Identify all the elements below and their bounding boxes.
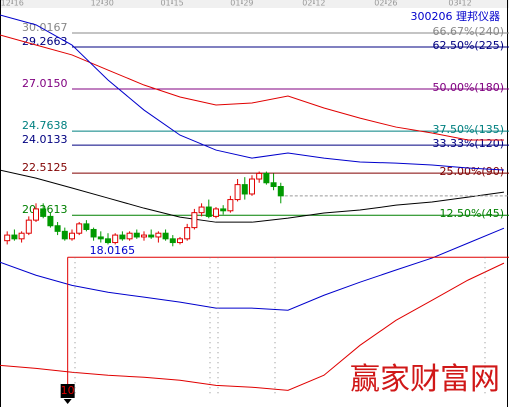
level-label: 24.0133 xyxy=(22,133,68,146)
candle-body xyxy=(162,232,169,240)
level-ratio: 12.50%(45) xyxy=(439,207,504,220)
candle-body xyxy=(32,208,39,221)
date-band xyxy=(0,0,509,8)
candle-body xyxy=(112,234,119,244)
level-ratio: 37.50%(135) xyxy=(432,123,504,136)
level-label: 22.5125 xyxy=(22,161,68,174)
curve xyxy=(0,14,504,171)
watermark: 赢家财富网 xyxy=(350,362,500,397)
candle-body xyxy=(25,219,32,234)
candle-body xyxy=(277,185,284,197)
symbol: 300206 理邦仪器 xyxy=(411,10,501,23)
candle-body xyxy=(155,232,162,238)
x-tick-label: 02-12 xyxy=(302,0,325,8)
candle-body xyxy=(140,234,147,238)
candle-body xyxy=(184,227,191,240)
level-label: 29.2663 xyxy=(22,35,68,48)
candle-body xyxy=(133,232,140,238)
candle-body xyxy=(169,238,176,244)
candle-body xyxy=(54,225,61,232)
candle-body xyxy=(256,172,263,180)
x-tick-label: 03-12 xyxy=(448,0,471,8)
level-ratio: 33.33%(120) xyxy=(432,137,504,150)
candle-body xyxy=(176,238,183,244)
candle-body xyxy=(4,234,11,242)
candle-body xyxy=(205,206,212,217)
candle-body xyxy=(119,234,126,240)
level-label: 27.0150 xyxy=(22,77,68,90)
marker-arrow xyxy=(63,399,72,404)
curve xyxy=(0,227,505,311)
candle-body xyxy=(191,212,198,229)
x-tick-label: 01-15 xyxy=(160,0,183,8)
candle-body xyxy=(220,208,227,212)
candle-body xyxy=(68,232,75,240)
candle-body xyxy=(198,206,205,214)
candle-body xyxy=(90,228,97,238)
curve xyxy=(0,169,505,223)
candle-body xyxy=(148,234,155,238)
candle-body xyxy=(76,223,83,234)
marker-label: 10 xyxy=(61,384,75,397)
candle-body xyxy=(263,172,270,184)
marker-box xyxy=(60,384,75,398)
candle-body xyxy=(248,178,255,195)
candle-body xyxy=(18,232,25,240)
candle-body xyxy=(83,223,90,230)
x-tick-label: 12-16 xyxy=(1,0,24,8)
x-tick-label: 02-26 xyxy=(374,0,397,8)
candle-body xyxy=(97,236,104,240)
level-ratio: 62.50%(225) xyxy=(432,39,504,52)
level-ratio: 25.00%(90) xyxy=(439,165,504,178)
low-label: 18.0165 xyxy=(90,244,136,257)
candle-body xyxy=(227,199,234,212)
candle-body xyxy=(40,208,47,217)
candle-body xyxy=(47,215,54,227)
curve xyxy=(0,262,505,391)
candle-body xyxy=(212,208,219,217)
level-ratio: 50.00%(180) xyxy=(432,81,504,94)
level-ratio: 66.67%(240) xyxy=(432,25,504,38)
curve xyxy=(0,34,504,141)
candle-body xyxy=(234,184,241,201)
candle-body xyxy=(11,234,18,240)
candle-body xyxy=(270,182,277,187)
level-label: 24.7638 xyxy=(22,119,68,132)
candle-body xyxy=(104,238,111,244)
candle-body xyxy=(241,184,248,195)
x-tick-label: 01-29 xyxy=(230,0,253,8)
x-tick-label: 12-30 xyxy=(91,0,114,8)
candle-body xyxy=(126,232,133,240)
candle-body xyxy=(61,230,68,240)
